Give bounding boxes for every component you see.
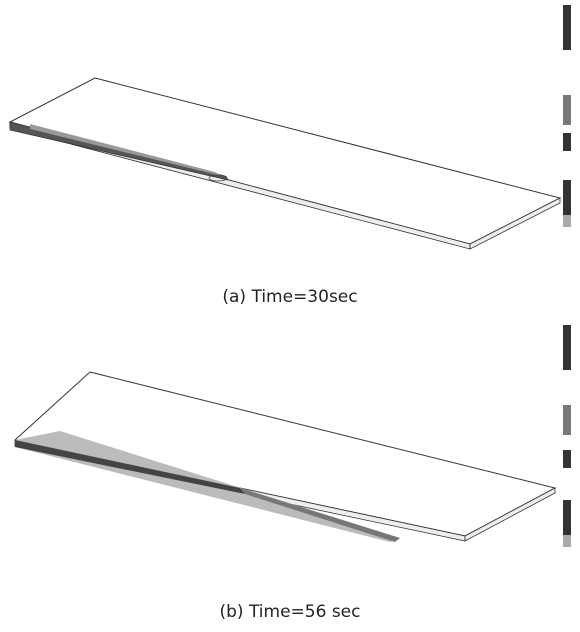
plate-b (15, 372, 555, 542)
legend-a (563, 5, 571, 227)
legend-b (563, 325, 571, 547)
plate-a (10, 78, 560, 249)
figure: (a) Time=30sec (b) Time=56 sec (0, 0, 580, 632)
caption: (a) Time=30sec (222, 287, 357, 307)
caption: (b) Time=56 sec (219, 602, 360, 622)
